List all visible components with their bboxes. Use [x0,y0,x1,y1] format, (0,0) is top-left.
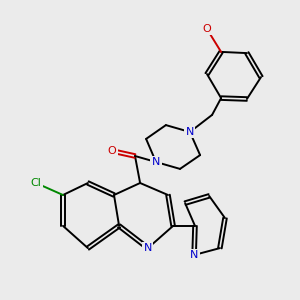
Text: O: O [202,24,211,34]
Text: N: N [186,127,194,137]
Text: N: N [190,250,198,260]
Text: Cl: Cl [31,178,41,188]
Text: O: O [107,146,116,156]
Text: N: N [152,157,160,167]
Text: N: N [144,243,152,253]
